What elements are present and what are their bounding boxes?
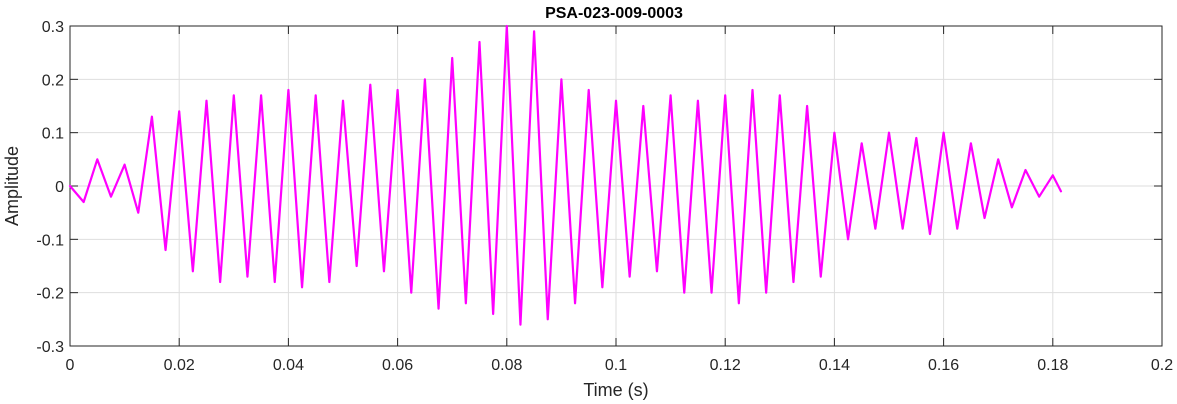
chart-title: PSA-023-009-0003 xyxy=(545,5,683,22)
x-tick-label: 0.1 xyxy=(605,357,627,374)
y-tick-label: 0.3 xyxy=(42,19,64,36)
series-line xyxy=(68,24,1063,326)
x-tick-label: 0.14 xyxy=(819,357,850,374)
x-tick-label: 0.06 xyxy=(382,357,413,374)
x-tick-label: 0.08 xyxy=(491,357,522,374)
y-tick-label: -0.3 xyxy=(36,339,64,356)
y-tick-label: -0.1 xyxy=(36,232,64,249)
x-tick-label: 0.2 xyxy=(1151,357,1173,374)
x-tick-label: 0.16 xyxy=(928,357,959,374)
y-tick-label: 0.2 xyxy=(42,72,64,89)
y-axis-label: Amplitude xyxy=(2,146,22,226)
y-tick-label: 0.1 xyxy=(42,126,64,143)
x-tick-label: 0.02 xyxy=(164,357,195,374)
x-tick-label: 0 xyxy=(66,357,75,374)
y-axis: -0.3 -0.2 -0.1 0 0.1 0.2 0.3 xyxy=(36,19,1162,356)
y-tick-label: 0 xyxy=(55,179,64,196)
x-axis: 0 0.02 0.04 0.06 0.08 0.1 0.12 0.14 0.16 0.18 0.2 xyxy=(66,26,1173,374)
x-tick-label: 0.04 xyxy=(273,357,304,374)
x-tick-label: 0.18 xyxy=(1037,357,1068,374)
plot-grid xyxy=(69,25,1163,347)
x-tick-label: 0.12 xyxy=(710,357,741,374)
y-tick-label: -0.2 xyxy=(36,286,64,303)
x-axis-label: Time (s) xyxy=(583,380,648,400)
